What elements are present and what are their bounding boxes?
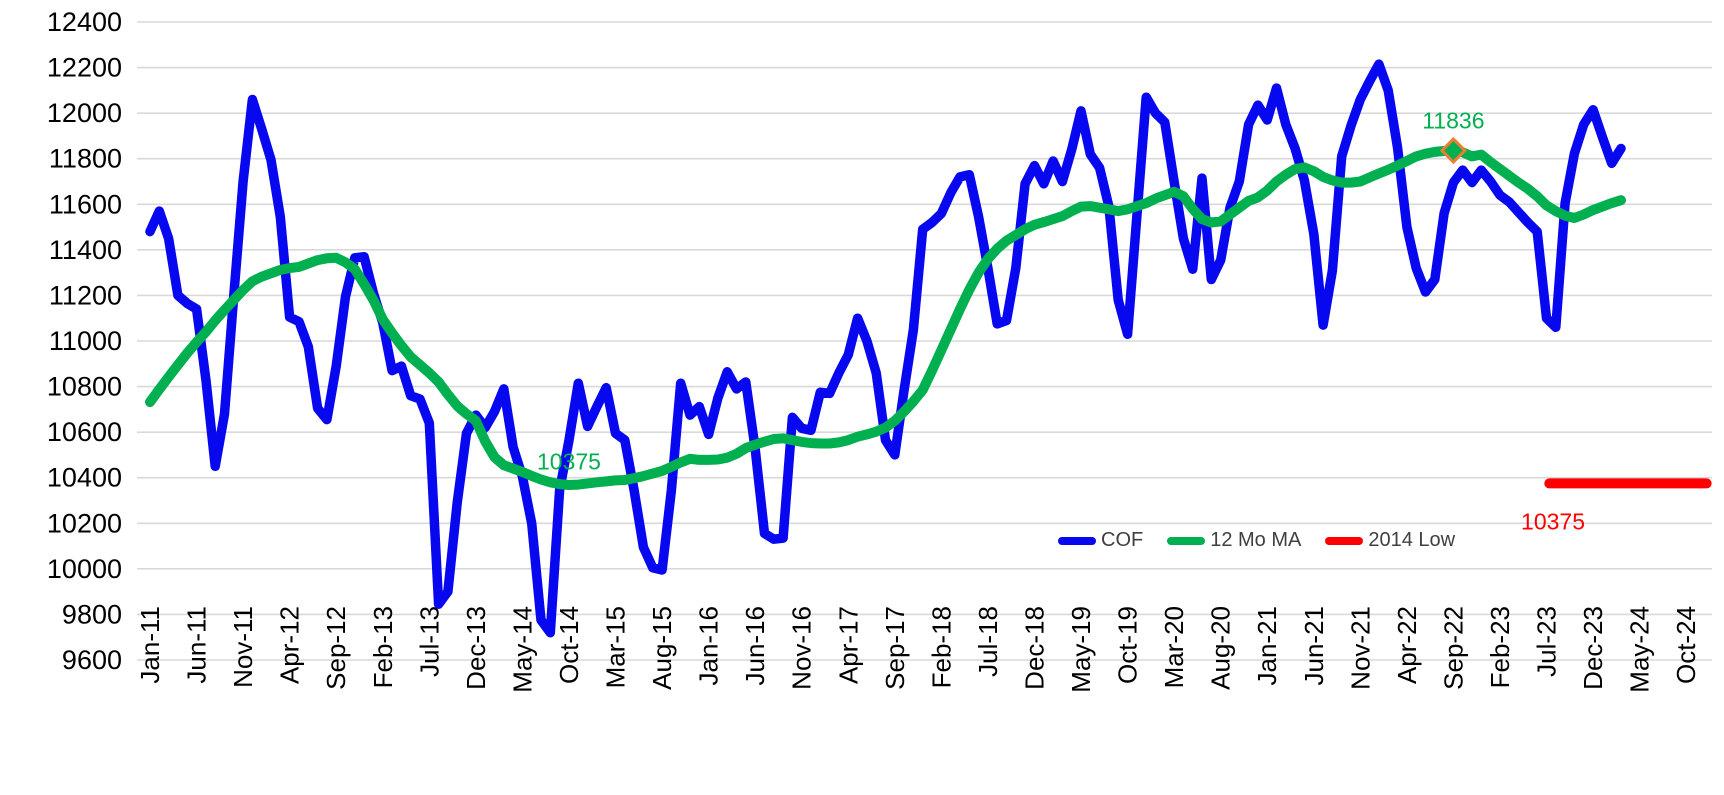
x-tick-label: Nov-16 bbox=[787, 606, 817, 690]
legend: COF 12 Mo MA 2014 Low bbox=[1058, 529, 1455, 552]
legend-item-cof[interactable]: COF bbox=[1058, 529, 1143, 552]
x-tick-label: Aug-20 bbox=[1206, 606, 1236, 690]
x-tick-label: Nov-21 bbox=[1345, 606, 1375, 690]
x-tick-label: Oct-14 bbox=[554, 606, 584, 684]
cof-legend-dash-icon bbox=[1058, 536, 1096, 545]
x-tick-label: Apr-22 bbox=[1392, 606, 1422, 684]
annotation-value-label: 10375 bbox=[537, 448, 601, 474]
x-tick-label: Sep-17 bbox=[880, 606, 910, 690]
y-tick-label: 11800 bbox=[49, 144, 122, 174]
x-tick-label: May-24 bbox=[1625, 606, 1655, 693]
legend-label-cof: COF bbox=[1101, 529, 1144, 551]
annotation-value-label: 11836 bbox=[1422, 108, 1484, 134]
x-tick-label: Aug-15 bbox=[647, 606, 677, 690]
x-tick-label: Feb-13 bbox=[368, 606, 398, 688]
y-tick-label: 10400 bbox=[47, 463, 122, 493]
x-tick-label: Sep-22 bbox=[1438, 606, 1468, 690]
x-tick-label: Feb-18 bbox=[926, 606, 956, 688]
markers bbox=[1439, 136, 1468, 165]
x-tick-label: Jul-13 bbox=[414, 606, 444, 677]
x-tick-label: Jul-18 bbox=[973, 606, 1003, 677]
annotation-value-label: 10375 bbox=[1521, 508, 1585, 534]
x-tick-label: May-14 bbox=[507, 606, 537, 693]
y-tick-label: 12000 bbox=[47, 98, 122, 128]
y-tick-label: 11000 bbox=[49, 326, 122, 356]
x-tick-label: Dec-23 bbox=[1578, 606, 1608, 690]
x-tick-label: Mar-15 bbox=[601, 606, 631, 688]
x-tick-label: Mar-20 bbox=[1159, 606, 1189, 688]
y-tick-label: 10200 bbox=[47, 508, 122, 538]
y-tick-label: 11400 bbox=[49, 235, 122, 265]
x-tick-label: Jun-11 bbox=[182, 606, 212, 684]
y-tick-label: 11200 bbox=[49, 280, 122, 310]
y-tick-label: 12200 bbox=[47, 53, 122, 83]
x-tick-label: Jul-23 bbox=[1532, 606, 1562, 677]
x-tick-label: Oct-24 bbox=[1671, 606, 1701, 684]
low-legend-dash-icon bbox=[1325, 536, 1364, 545]
y-axis-labels: 12400 12200 12000 11800 11600 11400 11200 11000… bbox=[47, 7, 122, 675]
y-tick-label: 12400 bbox=[47, 7, 122, 37]
x-tick-label: Nov-11 bbox=[228, 606, 258, 688]
x-tick-label: Dec-18 bbox=[1019, 606, 1049, 690]
x-tick-label: Sep-12 bbox=[321, 606, 351, 690]
x-tick-label: Jun-21 bbox=[1299, 606, 1329, 686]
series-lines bbox=[145, 59, 1712, 638]
x-tick-label: Apr-17 bbox=[833, 606, 863, 684]
y-tick-label: 10600 bbox=[47, 417, 122, 447]
x-tick-label: Feb-23 bbox=[1485, 606, 1515, 688]
y-tick-label: 9800 bbox=[62, 599, 122, 629]
legend-item-2014-low[interactable]: 2014 Low bbox=[1325, 529, 1455, 552]
legend-label-2014-low: 2014 Low bbox=[1368, 529, 1456, 551]
cof-series-line[interactable] bbox=[145, 59, 1626, 638]
x-tick-label: Jan-16 bbox=[694, 606, 724, 686]
ma-series-line[interactable] bbox=[145, 145, 1626, 490]
ma-peak-diamond-marker[interactable] bbox=[1439, 136, 1468, 165]
x-tick-label: Jun-16 bbox=[740, 606, 770, 686]
x-axis-labels: Jan-11 Jun-11 Nov-11 Apr-12 Sep-12 Feb-13 Jul-… bbox=[135, 606, 1701, 693]
legend-item-12mo-ma[interactable]: 12 Mo MA bbox=[1167, 529, 1301, 552]
y-tick-label: 9600 bbox=[62, 645, 122, 675]
y-tick-label: 10800 bbox=[47, 372, 122, 402]
ma-legend-dash-icon bbox=[1167, 536, 1206, 545]
y-tick-label: 10000 bbox=[47, 554, 122, 584]
y-tick-label: 11600 bbox=[49, 189, 122, 219]
x-tick-label: May-19 bbox=[1066, 606, 1096, 693]
x-tick-label: Apr-12 bbox=[275, 606, 305, 684]
annotations: 10375 11836 10375 bbox=[537, 108, 1585, 535]
x-tick-label: Oct-19 bbox=[1113, 606, 1143, 684]
x-tick-label: Dec-13 bbox=[461, 606, 491, 690]
x-tick-label: Jan-11 bbox=[135, 606, 165, 684]
x-tick-label: Jan-21 bbox=[1252, 606, 1282, 686]
legend-label-12mo-ma: 12 Mo MA bbox=[1210, 529, 1302, 551]
